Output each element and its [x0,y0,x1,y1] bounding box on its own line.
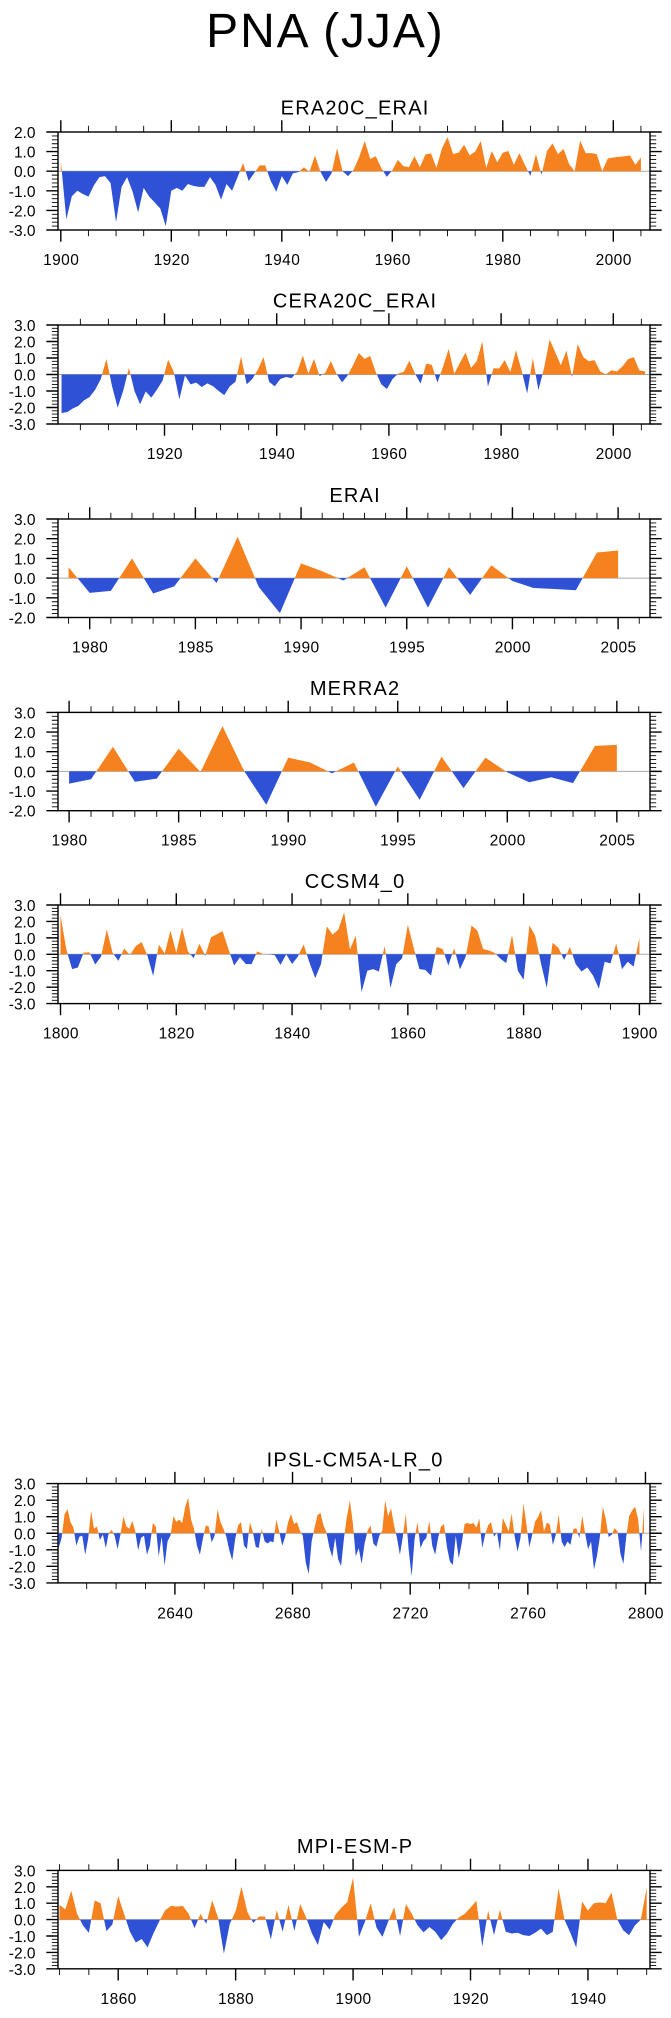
svg-text:-2.0: -2.0 [9,1559,36,1576]
svg-text:2.0: 2.0 [14,125,36,142]
svg-text:-1.0: -1.0 [9,1929,36,1946]
svg-text:-1.0: -1.0 [9,1543,36,1560]
svg-text:CERA20C_ERAI: CERA20C_ERAI [273,291,437,313]
svg-text:-3.0: -3.0 [9,1962,36,1979]
svg-text:0.0: 0.0 [14,1526,36,1543]
svg-text:2760: 2760 [510,1605,546,1622]
svg-text:1900: 1900 [622,1025,658,1042]
svg-text:2.0: 2.0 [14,725,36,742]
svg-text:-2.0: -2.0 [9,203,36,220]
svg-text:1860: 1860 [101,1991,137,2008]
svg-text:3.0: 3.0 [14,898,36,915]
svg-text:1980: 1980 [72,639,108,656]
svg-text:1900: 1900 [43,252,79,269]
svg-text:IPSL-CM5A-LR_0: IPSL-CM5A-LR_0 [267,1449,444,1471]
svg-text:0.0: 0.0 [14,164,36,181]
svg-text:ERAI: ERAI [329,485,380,507]
svg-text:1.0: 1.0 [14,745,36,762]
svg-text:-2.0: -2.0 [9,1945,36,1962]
svg-text:1840: 1840 [274,1025,310,1042]
svg-text:MERRA2: MERRA2 [310,678,401,700]
svg-text:1940: 1940 [264,252,300,269]
svg-text:PNA (JJA): PNA (JJA) [206,5,444,58]
svg-text:1800: 1800 [43,1025,79,1042]
svg-text:1920: 1920 [453,1991,489,2008]
svg-text:2000: 2000 [596,446,632,463]
svg-text:2.0: 2.0 [14,532,36,549]
svg-text:1995: 1995 [380,833,416,850]
svg-text:-2.0: -2.0 [9,980,36,997]
svg-text:1990: 1990 [271,833,307,850]
svg-text:MPI-ESM-P: MPI-ESM-P [297,1836,413,1858]
svg-text:1880: 1880 [506,1025,542,1042]
svg-text:1880: 1880 [218,1991,254,2008]
svg-text:2800: 2800 [628,1605,664,1622]
svg-text:0.0: 0.0 [14,1913,36,1930]
svg-text:1.0: 1.0 [14,351,36,368]
svg-text:-1.0: -1.0 [9,591,36,608]
svg-text:2.0: 2.0 [14,914,36,931]
svg-text:-1.0: -1.0 [9,384,36,401]
svg-text:-3.0: -3.0 [9,223,36,240]
svg-text:1960: 1960 [375,252,411,269]
svg-text:2000: 2000 [495,639,531,656]
svg-text:3.0: 3.0 [14,1863,36,1880]
svg-text:2000: 2000 [490,833,526,850]
svg-text:-3.0: -3.0 [9,417,36,434]
svg-text:3.0: 3.0 [14,318,36,335]
svg-text:1985: 1985 [178,639,214,656]
svg-text:3.0: 3.0 [14,1477,36,1494]
svg-text:2.0: 2.0 [14,1493,36,1510]
svg-text:CCSM4_0: CCSM4_0 [305,871,406,893]
svg-text:2005: 2005 [600,639,636,656]
svg-text:1.0: 1.0 [14,145,36,162]
svg-text:2680: 2680 [275,1605,311,1622]
svg-text:-3.0: -3.0 [9,997,36,1014]
svg-text:1980: 1980 [483,446,519,463]
svg-text:1940: 1940 [259,446,295,463]
svg-text:-2.0: -2.0 [9,804,36,821]
svg-text:1980: 1980 [51,833,87,850]
svg-text:1900: 1900 [335,1991,371,2008]
svg-text:1960: 1960 [371,446,407,463]
svg-text:0.0: 0.0 [14,947,36,964]
svg-text:2720: 2720 [393,1605,429,1622]
svg-text:-2.0: -2.0 [9,401,36,418]
svg-text:-1.0: -1.0 [9,784,36,801]
svg-text:2000: 2000 [596,252,632,269]
svg-text:3.0: 3.0 [14,512,36,529]
svg-text:3.0: 3.0 [14,705,36,722]
svg-text:2005: 2005 [599,833,635,850]
svg-text:2.0: 2.0 [14,335,36,352]
svg-text:-1.0: -1.0 [9,964,36,981]
svg-text:1980: 1980 [485,252,521,269]
svg-text:0.0: 0.0 [14,571,36,588]
svg-text:0.0: 0.0 [14,368,36,385]
svg-text:1820: 1820 [159,1025,195,1042]
svg-text:ERA20C_ERAI: ERA20C_ERAI [281,98,430,120]
svg-text:1.0: 1.0 [14,1896,36,1913]
svg-text:-2.0: -2.0 [9,611,36,628]
svg-text:0.0: 0.0 [14,764,36,781]
svg-text:1920: 1920 [154,252,190,269]
svg-text:1.0: 1.0 [14,551,36,568]
svg-text:1990: 1990 [283,639,319,656]
svg-text:-3.0: -3.0 [9,1576,36,1593]
svg-text:1920: 1920 [147,446,183,463]
svg-text:2.0: 2.0 [14,1880,36,1897]
svg-text:1985: 1985 [161,833,197,850]
svg-text:1860: 1860 [390,1025,426,1042]
svg-text:1.0: 1.0 [14,1510,36,1527]
svg-text:1.0: 1.0 [14,931,36,948]
svg-text:2640: 2640 [157,1605,193,1622]
svg-text:1940: 1940 [570,1991,606,2008]
svg-text:1995: 1995 [389,639,425,656]
svg-text:-1.0: -1.0 [9,184,36,201]
